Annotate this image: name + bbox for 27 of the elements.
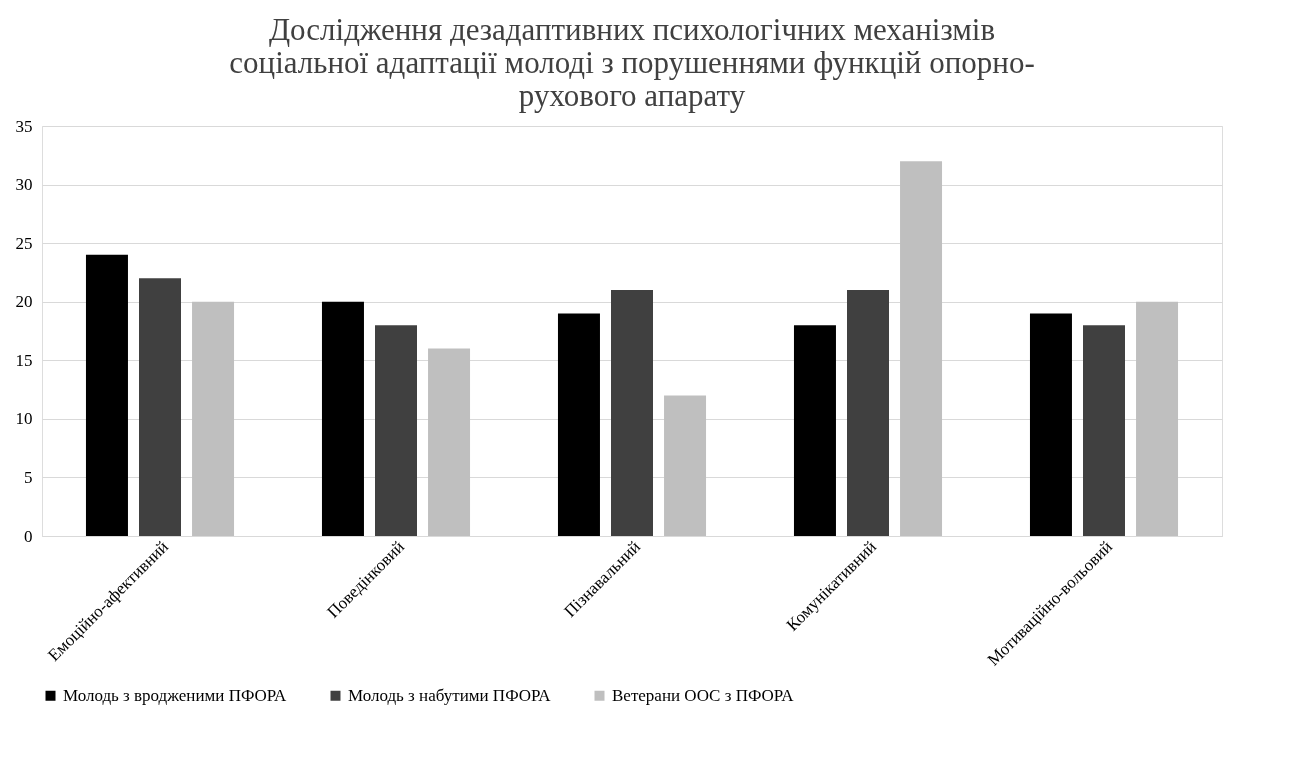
- bar: [1083, 325, 1125, 536]
- bar: [1136, 301, 1179, 536]
- bar: [375, 325, 417, 536]
- bar: [192, 301, 235, 536]
- y-tick-label: 20: [15, 292, 33, 312]
- bar: [557, 313, 600, 536]
- bar: [900, 161, 943, 536]
- y-tick-label: 30: [15, 175, 33, 195]
- bar: [139, 278, 181, 536]
- bar: [611, 290, 653, 536]
- y-tick-label: 35: [15, 116, 33, 136]
- bar: [85, 254, 128, 536]
- bar: [321, 301, 364, 536]
- legend-label: Ветерани ООС з ПФОРА: [612, 685, 795, 705]
- bar: [793, 325, 836, 536]
- y-tick-label: 25: [15, 233, 33, 253]
- bar: [428, 348, 471, 536]
- y-tick-label: 5: [24, 467, 33, 487]
- y-tick-label: 10: [15, 409, 33, 429]
- text: Дослідження дезадаптивних психологічних механізмів: [268, 12, 996, 47]
- legend-label: Молодь з набутими ПФОРА: [348, 685, 552, 705]
- y-tick-label: 0: [24, 526, 33, 546]
- bar: [664, 395, 707, 536]
- bar: [1029, 313, 1072, 536]
- legend-label: Молодь з вродженими ПФОРА: [63, 685, 288, 705]
- y-tick-label: 15: [15, 350, 33, 370]
- bar: [847, 290, 889, 536]
